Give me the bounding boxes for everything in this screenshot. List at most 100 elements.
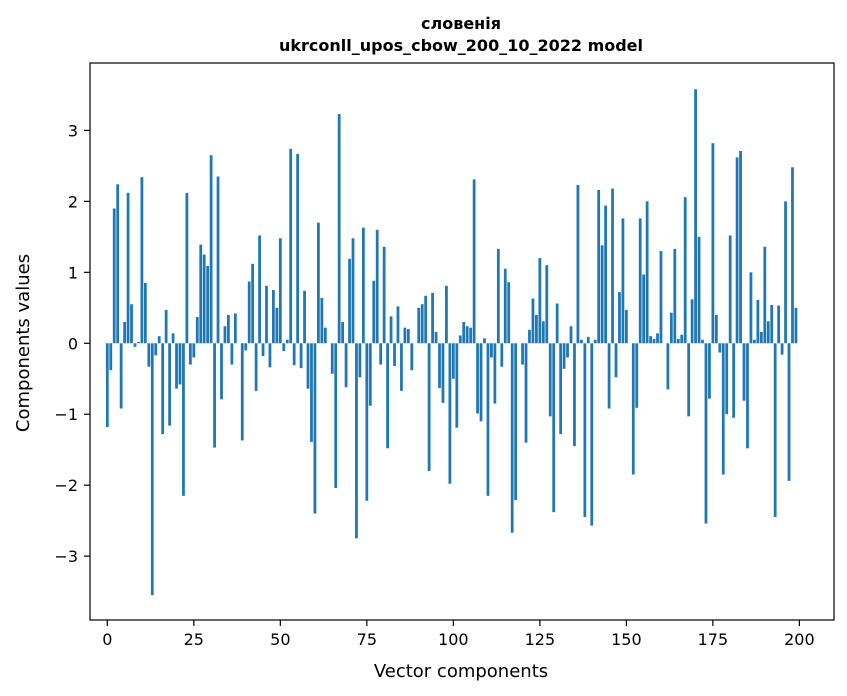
bar-197 (787, 343, 791, 481)
bar-74 (361, 227, 365, 344)
bar-112 (493, 343, 497, 404)
bar-7 (130, 304, 133, 344)
bar-86 (403, 327, 407, 344)
bar-69 (344, 343, 348, 388)
bar-2 (112, 208, 116, 344)
bar-188 (756, 299, 760, 344)
bar-168 (687, 343, 691, 417)
bar-153 (635, 343, 639, 408)
bar-147 (614, 343, 618, 378)
bar-95 (434, 331, 438, 344)
bar-77 (372, 280, 376, 344)
bar-40 (244, 343, 248, 351)
bar-182 (735, 157, 739, 344)
bar-41 (247, 281, 251, 344)
bar-36 (230, 343, 234, 365)
bar-6 (126, 192, 130, 344)
bar-158 (652, 339, 656, 344)
bar-134 (569, 326, 573, 344)
bar-19 (171, 333, 175, 344)
bar-154 (638, 218, 642, 344)
bar-169 (690, 299, 694, 344)
bar-180 (728, 235, 732, 344)
plot-frame (89, 62, 835, 621)
bar-140 (590, 343, 594, 526)
bar-122 (528, 329, 531, 344)
bar-45 (261, 343, 265, 357)
bar-195 (780, 343, 784, 355)
x-axis-label: Vector components (374, 661, 548, 682)
bar-81 (386, 343, 389, 449)
bar-97 (441, 343, 445, 403)
bar-160 (659, 251, 663, 344)
bar-42 (251, 263, 255, 344)
bar-25 (192, 343, 196, 358)
bar-116 (507, 282, 511, 344)
bar-93 (427, 343, 431, 471)
bar-120 (521, 343, 524, 365)
bar-15 (157, 336, 161, 344)
bar-70 (348, 258, 351, 344)
bar-11 (143, 282, 147, 344)
bar-67 (337, 114, 341, 344)
bar-82 (389, 316, 393, 344)
bar-78 (375, 229, 379, 344)
bar-142 (597, 190, 601, 344)
bar-66 (334, 343, 338, 489)
bar-149 (621, 218, 625, 344)
x-tick-label-0: 0 (102, 630, 112, 649)
bar-24 (188, 343, 192, 365)
bar-10 (140, 177, 144, 344)
bar-194 (777, 305, 781, 344)
bar-100 (451, 343, 455, 379)
y-tick-label-0: 0 (68, 334, 78, 353)
bar-32 (216, 176, 220, 344)
bar-54 (292, 343, 296, 366)
bar-60 (313, 343, 317, 514)
bar-135 (573, 343, 576, 447)
bar-174 (708, 343, 711, 399)
bar-146 (611, 188, 614, 344)
bar-184 (742, 343, 746, 401)
x-tick-label-200: 200 (784, 630, 815, 649)
bar-167 (683, 197, 687, 344)
bar-164 (673, 248, 677, 344)
bar-175 (711, 143, 715, 344)
bar-1 (109, 343, 113, 371)
bar-90 (417, 307, 421, 344)
bar-115 (503, 268, 507, 344)
bar-44 (258, 235, 261, 344)
bar-148 (618, 292, 621, 344)
x-axis-ticks: 0 25 50 75 100 125 150 175 200 (102, 620, 815, 649)
bar-53 (289, 148, 293, 344)
bar-71 (351, 238, 355, 344)
bar-109 (483, 338, 486, 344)
bar-98 (445, 285, 448, 344)
bar-105 (469, 327, 473, 344)
bar-125 (538, 258, 542, 344)
bar-176 (714, 314, 718, 344)
bar-33 (220, 343, 223, 400)
bar-190 (763, 246, 767, 344)
bar-170 (694, 89, 697, 344)
bar-143 (600, 245, 604, 344)
bar-26 (195, 317, 199, 344)
bar-91 (420, 304, 424, 344)
bar-106 (472, 179, 476, 344)
bar-159 (656, 333, 659, 344)
bar-31 (213, 343, 216, 448)
bar-68 (341, 321, 344, 344)
bar-30 (209, 155, 213, 344)
bar-79 (379, 343, 383, 365)
bar-39 (240, 343, 244, 441)
bar-18 (168, 343, 171, 426)
bar-127 (545, 265, 549, 344)
bar-118 (514, 343, 518, 501)
y-tick-label-1: 1 (68, 263, 78, 282)
bar-157 (649, 336, 652, 344)
bar-187 (753, 339, 756, 344)
bar-189 (759, 331, 763, 344)
bars-group (105, 89, 798, 596)
